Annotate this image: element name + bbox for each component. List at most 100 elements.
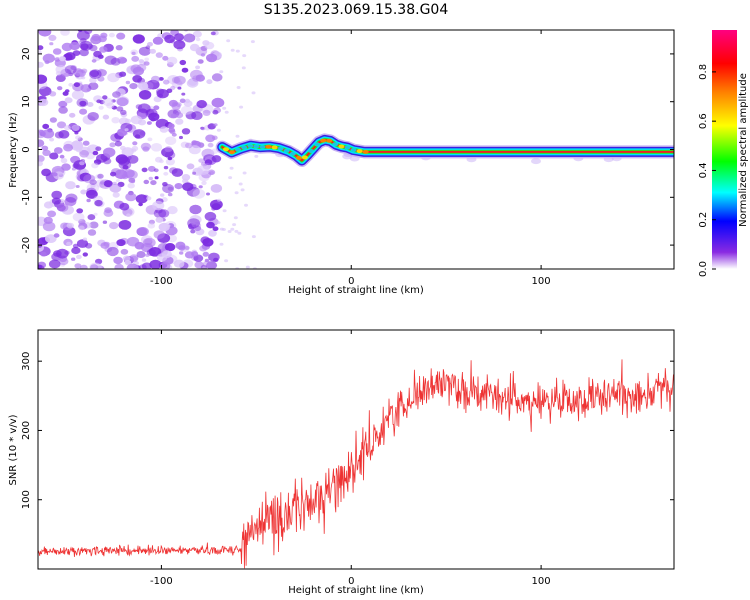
x-tick-label: 0 — [348, 576, 354, 587]
ridge-blob — [223, 147, 229, 152]
noise-speckle — [191, 140, 198, 145]
noise-speckle — [206, 79, 213, 85]
ridge-blob — [259, 145, 266, 149]
noise-speckle — [222, 209, 227, 213]
noise-speckle — [124, 128, 129, 132]
noise-speckle — [79, 264, 88, 269]
noise-speckle — [93, 212, 98, 216]
snr-y-axis-label: SNR (10 * v/v) — [8, 414, 19, 485]
noise-speckle — [195, 65, 201, 70]
noise-speckle — [163, 79, 170, 85]
noise-speckle — [179, 59, 187, 66]
noise-speckle — [89, 262, 102, 269]
noise-speckle — [204, 211, 217, 221]
noise-speckle — [126, 213, 131, 217]
noise-speckle — [38, 61, 44, 68]
noise-speckle — [175, 112, 184, 119]
noise-speckle — [216, 128, 221, 132]
y-tick-label: 0 — [21, 146, 32, 152]
noise-speckle — [219, 70, 224, 74]
noise-speckle — [90, 183, 96, 188]
noise-speckle — [38, 139, 45, 147]
noise-speckle — [99, 46, 108, 53]
noise-speckle — [131, 51, 136, 55]
noise-speckle — [66, 241, 72, 246]
noise-speckle — [181, 67, 189, 73]
ridge-blob — [362, 149, 369, 154]
noise-speckle — [63, 143, 74, 152]
noise-speckle — [71, 90, 84, 100]
noise-speckle — [102, 114, 110, 120]
noise-speckle — [202, 109, 211, 116]
noise-speckle — [68, 82, 74, 87]
noise-speckle — [43, 216, 53, 224]
noise-speckle — [64, 89, 70, 93]
ridge-blob — [241, 145, 248, 150]
noise-speckle — [54, 57, 61, 62]
noise-speckle — [179, 251, 184, 255]
noise-speckle — [251, 235, 256, 239]
noise-speckle — [106, 246, 119, 257]
colorbar-tick-label: 0.0 — [698, 261, 709, 277]
noise-speckle — [87, 214, 96, 221]
noise-speckle — [118, 220, 132, 230]
noise-speckle — [190, 229, 196, 234]
ridge-blob — [253, 144, 260, 149]
noise-speckle — [158, 77, 164, 81]
noise-speckle — [167, 156, 173, 161]
x-tick-label: 100 — [532, 276, 551, 287]
ridge-blob — [295, 155, 302, 160]
noise-speckle — [242, 171, 247, 175]
noise-speckle — [136, 64, 147, 72]
ridge-blob — [356, 149, 363, 154]
noise-speckle — [48, 259, 61, 269]
noise-speckle — [198, 158, 205, 163]
ridge-blob — [326, 138, 333, 143]
noise-speckle — [210, 31, 216, 36]
noise-speckle — [65, 193, 78, 203]
noise-speckle — [147, 42, 153, 47]
noise-speckle — [165, 136, 177, 145]
noise-speckle — [115, 88, 126, 97]
noise-speckle — [172, 101, 178, 106]
noise-speckle — [61, 163, 71, 171]
ridge-blob — [277, 146, 284, 151]
noise-speckle — [175, 118, 184, 125]
noise-speckle — [38, 98, 49, 107]
noise-speckle — [195, 37, 201, 42]
noise-speckle — [191, 251, 199, 257]
noise-speckle — [196, 100, 207, 109]
noise-speckle — [232, 223, 237, 227]
noise-speckle — [53, 233, 60, 238]
noise-speckle — [82, 140, 90, 146]
noise-speckle — [166, 56, 178, 65]
noise-speckle — [173, 259, 185, 268]
y-tick-label: 200 — [21, 421, 32, 440]
noise-speckle — [191, 111, 203, 120]
ridge-blob — [314, 142, 321, 147]
noise-speckle — [137, 103, 151, 114]
noise-speckle — [153, 168, 159, 173]
noise-speckle — [213, 123, 218, 127]
noise-speckle — [134, 241, 145, 250]
noise-speckle — [96, 153, 108, 163]
spectrogram-x-ticks: -100 0 100 — [150, 30, 551, 287]
noise-speckle — [52, 48, 62, 55]
noise-speckle — [63, 125, 71, 131]
noise-speckle — [95, 146, 102, 151]
noise-speckle — [126, 263, 139, 269]
noise-speckle — [74, 263, 82, 269]
noise-speckle — [130, 115, 143, 125]
noise-speckle — [86, 189, 98, 199]
noise-speckle — [71, 124, 80, 131]
noise-speckle — [138, 264, 147, 269]
noise-speckle — [95, 174, 102, 179]
noise-speckle — [147, 222, 156, 229]
noise-speckle — [59, 154, 65, 159]
noise-speckle — [198, 185, 203, 189]
noise-speckle — [189, 204, 202, 215]
noise-speckle — [235, 49, 240, 53]
noise-speckle — [71, 246, 81, 255]
ridge-blob — [247, 143, 254, 148]
